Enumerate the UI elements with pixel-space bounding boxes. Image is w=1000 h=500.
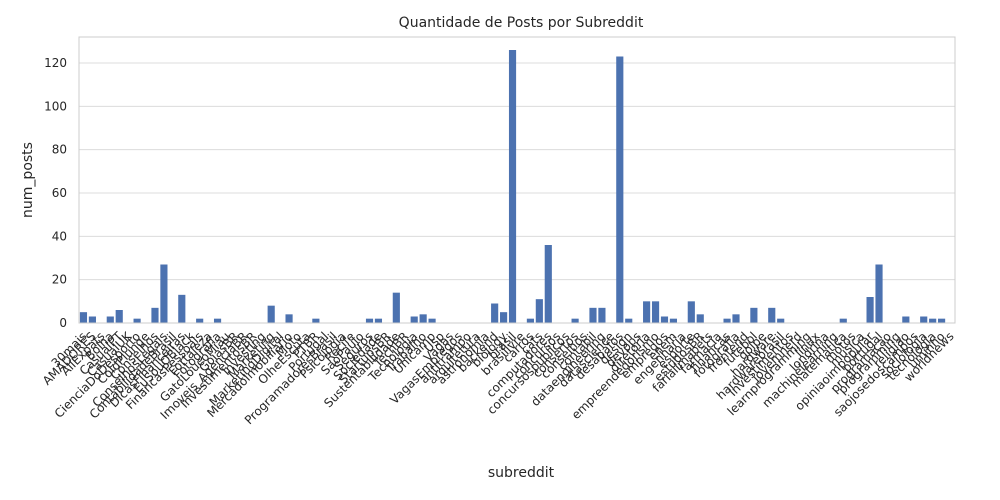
- y-tick-label: 120: [44, 56, 67, 70]
- plot-area-frame: [78, 36, 956, 324]
- bar: [410, 316, 418, 323]
- bar: [312, 318, 320, 323]
- bar: [500, 312, 508, 323]
- y-axis-label: num_posts: [20, 142, 36, 218]
- bar: [196, 318, 204, 323]
- bar: [660, 316, 669, 323]
- bar: [526, 318, 534, 323]
- bar: [616, 56, 624, 323]
- bar: [267, 305, 275, 323]
- bar: [508, 50, 517, 323]
- y-axis-ticks: 0 20 40 60 80 100 120: [44, 56, 67, 330]
- y-tick-label: 20: [52, 273, 67, 287]
- bar: [571, 318, 579, 323]
- bar: [938, 318, 946, 323]
- bar: [902, 316, 910, 323]
- bar: [491, 303, 499, 323]
- bar: [723, 318, 731, 323]
- bars: [79, 50, 946, 323]
- x-axis-label: subreddit: [488, 465, 555, 481]
- bar: [419, 314, 427, 323]
- bar: [920, 316, 928, 323]
- y-tick-label: 80: [52, 143, 67, 157]
- x-axis-ticks: 30maisAMADORESAllExpatsBolhaCasualPTCasu…: [40, 328, 957, 427]
- bar: [625, 318, 633, 323]
- y-tick-label: 60: [52, 186, 67, 200]
- bar: [598, 307, 606, 323]
- grid-lines: [79, 62, 955, 324]
- bar: [687, 301, 695, 323]
- bar: [696, 314, 704, 323]
- chart-title: Quantidade de Posts por Subreddit: [399, 15, 644, 31]
- bar: [643, 301, 651, 323]
- bar: [589, 307, 597, 323]
- bar: [151, 307, 159, 323]
- bar: [768, 307, 776, 323]
- bar: [160, 264, 168, 323]
- bar: [374, 318, 383, 323]
- bar: [178, 294, 186, 323]
- bar: [651, 301, 660, 323]
- bar: [732, 314, 740, 323]
- bar: [115, 310, 123, 323]
- bar: [213, 318, 222, 323]
- bar: [392, 292, 400, 323]
- y-tick-label: 40: [52, 229, 67, 243]
- bar: [365, 318, 374, 323]
- bar: [133, 318, 141, 323]
- bar: [88, 316, 96, 323]
- bar: [839, 318, 847, 323]
- bar: [79, 312, 88, 323]
- bar: [544, 245, 552, 323]
- bar: [535, 299, 543, 323]
- bar: [106, 316, 114, 323]
- bar: [750, 307, 758, 323]
- bar: [669, 318, 678, 323]
- bar: [875, 264, 883, 323]
- y-tick-label: 100: [44, 99, 67, 113]
- bar: [777, 318, 785, 323]
- bar: [929, 318, 937, 323]
- y-tick-label: 0: [59, 316, 67, 330]
- bar: [285, 314, 293, 323]
- bar: [428, 318, 436, 323]
- bar: [866, 297, 874, 323]
